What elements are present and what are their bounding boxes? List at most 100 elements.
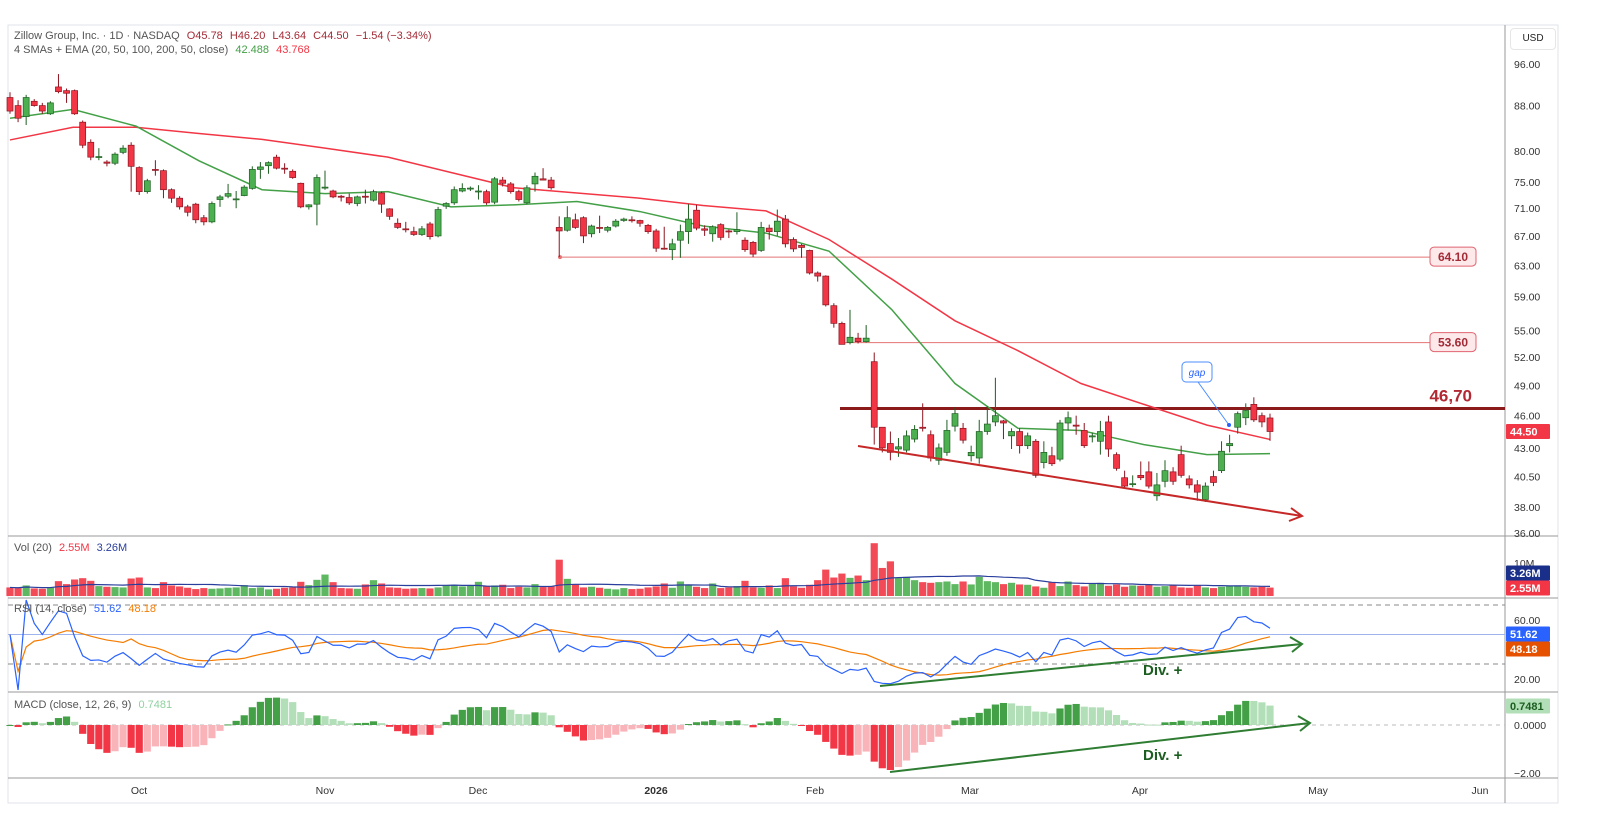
macd-histogram-bar	[1185, 720, 1193, 725]
macd-histogram-bar	[377, 723, 386, 725]
candle	[135, 166, 143, 195]
volume-bar	[297, 581, 305, 596]
candle-body	[951, 413, 959, 427]
candle-body	[1105, 421, 1112, 450]
support-trendline[interactable]	[857, 445, 1303, 517]
volume-bar	[1129, 585, 1137, 596]
candle	[87, 139, 95, 161]
macd-histogram-bar	[991, 704, 999, 725]
macd-histogram-bar	[1121, 720, 1129, 725]
candle-body	[1072, 424, 1080, 427]
volume-bar	[167, 585, 176, 596]
volume-bar	[854, 575, 862, 596]
macd-legend[interactable]: MACD (close, 12, 26, 9) 0.7481	[14, 699, 176, 711]
price-axis-tick: 43.00	[1514, 443, 1540, 455]
candle-body	[507, 183, 515, 193]
candle-body	[208, 203, 216, 223]
macd-histogram-bar	[773, 718, 781, 725]
candle	[273, 154, 280, 170]
macd-histogram-bar	[644, 725, 652, 729]
macd-histogram-bar	[862, 725, 870, 752]
price-axis-tick: 55.00	[1514, 325, 1540, 337]
candle-body	[636, 220, 644, 224]
candle	[127, 142, 135, 192]
price-axis-tick: 80.00	[1514, 146, 1540, 158]
ohlc-low: L43.64	[272, 30, 307, 42]
volume-bar	[1226, 586, 1234, 596]
rsi-tag-box	[1506, 626, 1550, 642]
candle-body	[967, 452, 975, 457]
candle-body	[644, 224, 652, 233]
macd-histogram-bar	[1209, 720, 1218, 725]
volume-bar	[1177, 587, 1185, 596]
macd-histogram-bar	[482, 710, 491, 725]
candle-body	[184, 206, 192, 213]
candle	[143, 178, 151, 194]
drawings[interactable]: Div. + Div. + gap	[857, 361, 1312, 773]
rsi-divergence-line[interactable]	[879, 643, 1303, 687]
volume-bar	[22, 585, 30, 596]
volume-bar	[878, 567, 886, 596]
candle-body	[475, 190, 482, 193]
symbol-legend[interactable]: Zillow Group, Inc. · 1D · NASDAQ O45.78 …	[14, 30, 436, 42]
candle	[701, 225, 708, 236]
macd-histogram-bar	[1088, 707, 1096, 725]
gap-callout[interactable]: gap	[1181, 361, 1231, 427]
candle	[442, 202, 450, 209]
candle-body	[1040, 452, 1048, 463]
candle-body	[895, 446, 902, 450]
macd-histogram-bar	[248, 707, 256, 725]
volume-bar	[418, 588, 426, 596]
candle-body	[814, 272, 822, 277]
volume-bar	[1201, 587, 1209, 596]
macd-histogram-bar	[240, 715, 248, 725]
ma-legend[interactable]: 4 SMAs + EMA (20, 50, 100, 200, 50, clos…	[14, 44, 314, 56]
macd-histogram-bar	[838, 725, 846, 755]
candle-body	[1048, 455, 1056, 465]
macd-divergence-line[interactable]	[889, 722, 1311, 773]
support-trendline-arrowhead	[1288, 507, 1305, 522]
candle	[1040, 441, 1048, 469]
macd-histogram-bar	[814, 725, 822, 735]
macd-value: 0.7481	[138, 699, 173, 711]
horizontal-levels[interactable]: 64.10 53.60 46,70	[558, 246, 1505, 410]
macd-histogram-bar	[886, 725, 894, 770]
candle	[854, 332, 862, 344]
macd-histogram-bar	[426, 725, 434, 735]
candle-body	[442, 203, 450, 207]
volume-bar	[46, 587, 54, 596]
volume-bar	[983, 581, 991, 596]
candle	[531, 172, 539, 192]
volume-bar	[482, 586, 491, 596]
candle-body	[822, 275, 830, 306]
volume-bar	[103, 586, 111, 596]
macd-histogram-bar	[1201, 721, 1209, 725]
volume-bar	[71, 579, 79, 596]
macd-histogram-bar	[636, 725, 644, 729]
macd-histogram-bar	[1234, 704, 1242, 725]
volume-legend[interactable]: Vol (20) 2.55M 3.26M	[14, 542, 131, 554]
candle	[572, 213, 579, 229]
rsi-legend[interactable]: RSI (14, close) 51.62 48.18	[14, 603, 160, 615]
volume-bar	[159, 582, 168, 596]
candle	[757, 221, 765, 252]
volume-bar	[894, 577, 903, 596]
currency-button[interactable]: USD	[1510, 28, 1556, 50]
macd-histogram-bar	[757, 723, 765, 725]
macd-histogram-bar	[781, 720, 789, 725]
macd-histogram-bar	[30, 721, 38, 725]
candle	[685, 204, 692, 244]
volume-bar	[806, 584, 814, 596]
price-axis-tick: 96.00	[1514, 59, 1540, 71]
macd-histogram-bar	[765, 721, 773, 725]
candle-body	[757, 227, 765, 251]
volume-bar	[555, 559, 563, 596]
candle-body	[660, 247, 668, 250]
candle-body	[539, 178, 547, 181]
macd-histogram-bar	[911, 725, 919, 753]
candle	[693, 204, 700, 231]
candle	[208, 201, 216, 224]
candle-body	[265, 162, 272, 167]
candle	[483, 189, 490, 205]
